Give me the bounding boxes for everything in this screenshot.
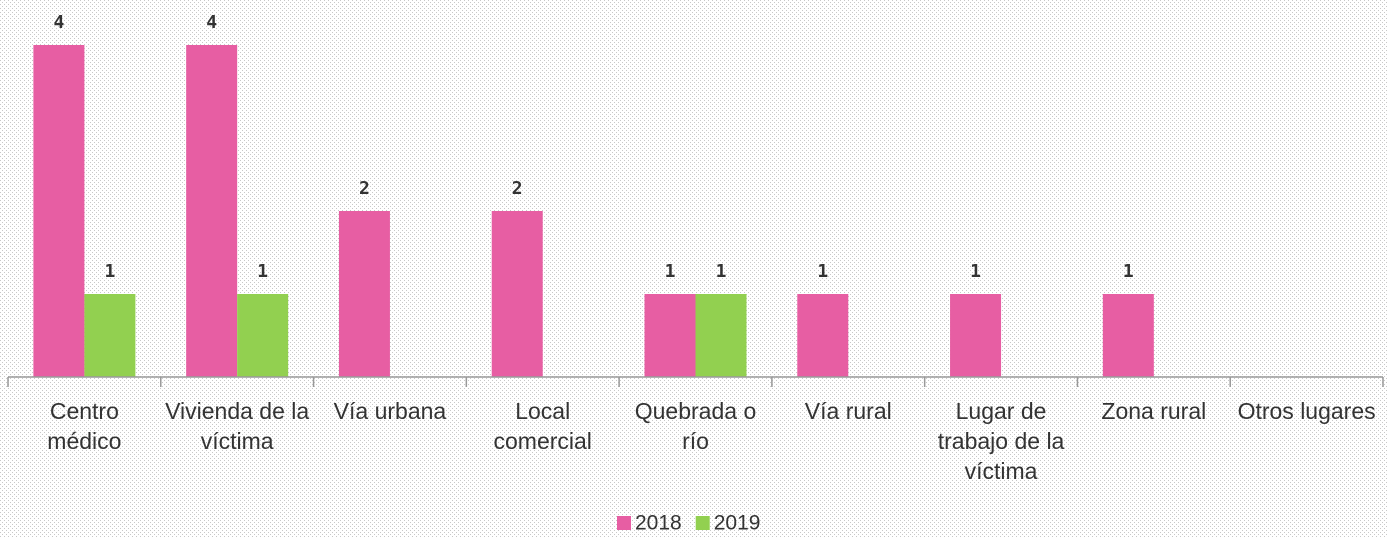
legend-swatch <box>617 516 631 530</box>
data-label: 1 <box>1123 261 1134 282</box>
bar <box>33 45 85 377</box>
x-tick-label: Local comercial <box>493 398 592 454</box>
bar <box>491 211 543 377</box>
legend-swatch <box>695 516 710 530</box>
bar <box>797 294 849 377</box>
data-label: 1 <box>817 261 828 282</box>
x-tick-label: Vía urbana <box>333 398 447 424</box>
bar <box>1102 294 1154 377</box>
data-label: 1 <box>970 261 981 282</box>
bar <box>186 45 238 377</box>
legend-label: 2018 <box>635 512 682 535</box>
bar <box>695 294 747 377</box>
x-tick-label: Zona rural <box>1101 398 1207 424</box>
data-label: 2 <box>512 178 523 199</box>
x-tick-label: Vivienda de la víctima <box>165 398 310 454</box>
bar <box>644 294 696 377</box>
data-label: 4 <box>206 12 217 33</box>
data-label: 1 <box>104 261 115 282</box>
bar <box>338 211 390 377</box>
data-label: 1 <box>716 261 727 282</box>
data-label: 1 <box>665 261 676 282</box>
bar <box>84 294 136 377</box>
bar <box>237 294 289 377</box>
x-tick-label: Otros lugares <box>1237 398 1376 424</box>
data-label: 2 <box>359 178 370 199</box>
data-label: 1 <box>257 261 268 282</box>
x-tick-label: Centro médico <box>47 398 122 454</box>
legend-label: 2019 <box>714 512 761 535</box>
x-tick-label: Lugar de trabajo de la víctima <box>937 398 1065 484</box>
bar <box>950 294 1002 377</box>
x-tick-label: Quebrada o río <box>634 398 757 454</box>
x-tick-label: Vía rural <box>804 398 892 424</box>
data-label: 4 <box>53 12 64 33</box>
